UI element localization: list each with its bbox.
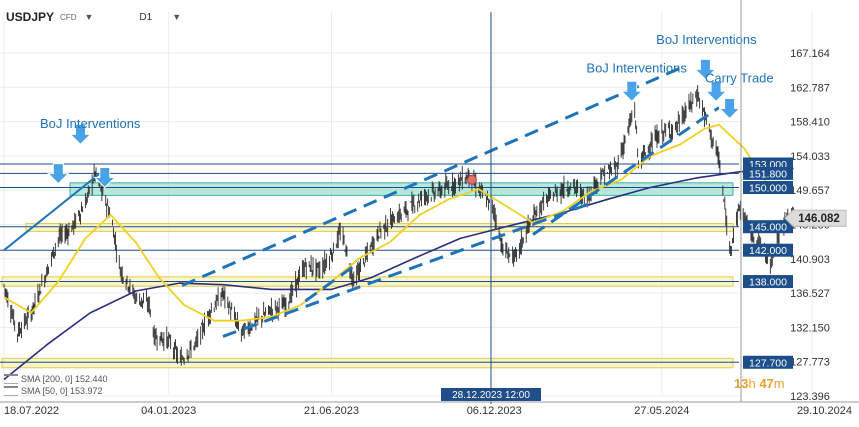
level-tag[interactable]: [743, 220, 793, 234]
event-marker[interactable]: [466, 174, 477, 185]
countdown-part: h: [748, 376, 755, 391]
down-arrow-icon: [93, 167, 117, 189]
instrument-type-label: CFD: [60, 12, 77, 22]
level-tag-label: 142.000: [749, 245, 787, 257]
down-arrow-icon: [694, 58, 717, 81]
current-price-tag: [784, 209, 847, 227]
y-tick-label: 167.164: [790, 48, 830, 60]
x-tick-label: 04.01.2023: [141, 405, 196, 417]
arrow-shape: [69, 123, 92, 146]
annotation-text: Carry Trade: [705, 70, 774, 85]
sma50-line: [3, 123, 771, 322]
level-tag[interactable]: [743, 355, 793, 369]
chart-toolbar: USDJPY CFD ▼ D1 ▼: [6, 8, 181, 26]
legend-sma50-label: SMA [50, 0] 153.972: [21, 386, 103, 396]
down-arrow-icon: [69, 123, 92, 146]
symbol-dropdown-icon[interactable]: ▼: [84, 12, 94, 22]
sma200-line: [3, 167, 794, 381]
candle-countdown: 13h 47m: [734, 376, 785, 391]
countdown-part: m: [774, 376, 785, 391]
level-tag-label: 150.000: [749, 183, 787, 195]
level-tag[interactable]: [743, 243, 793, 257]
arrow-shape: [694, 58, 717, 81]
indicator-legend: SMA [200, 0] 152.440 SMA [50, 0] 153.972: [4, 373, 108, 397]
annotation-text: BoJ Interventions: [40, 116, 141, 131]
level-tag[interactable]: [743, 166, 793, 180]
arrow-shape: [93, 167, 117, 189]
x-tick-label: 27.05.2024: [634, 405, 689, 417]
countdown-part: 13: [734, 376, 748, 391]
level-tag-label: 151.800: [749, 168, 787, 180]
timeframe-dropdown-icon[interactable]: ▼: [172, 12, 182, 22]
trend-channel-line[interactable]: [304, 260, 361, 303]
trend-channel-line[interactable]: [3, 172, 101, 251]
y-tick-label: 154.033: [790, 151, 830, 163]
down-arrow-icon: [620, 80, 644, 103]
symbol-label[interactable]: USDJPY: [6, 10, 55, 24]
down-arrow-icon: [704, 80, 728, 103]
y-tick-label: 127.773: [790, 357, 830, 369]
arrow-shape: [704, 80, 728, 103]
y-tick-label: 162.787: [790, 82, 830, 94]
level-tag[interactable]: [743, 275, 793, 289]
indicator-icon: [4, 386, 18, 396]
price-zone: [69, 182, 734, 196]
level-tag[interactable]: [743, 181, 793, 195]
price-zone: [1, 357, 734, 369]
trend-channel-line[interactable]: [181, 64, 686, 287]
annotation-text: BoJ Interventions: [656, 32, 757, 47]
level-tag-label: 138.000: [749, 277, 787, 289]
down-arrow-icon: [718, 98, 741, 120]
trend-channel-line[interactable]: [532, 106, 720, 236]
y-tick-label: 158.410: [790, 117, 830, 129]
arrow-shape: [47, 163, 70, 185]
down-arrow-icon: [47, 163, 70, 185]
y-tick-label: 123.396: [790, 391, 830, 403]
countdown-part: 47: [759, 376, 773, 391]
y-tick-label: 136.527: [790, 288, 830, 300]
candles: [3, 84, 795, 366]
y-tick-label: 132.150: [790, 322, 830, 334]
x-tick-label: 29.10.2024: [797, 405, 852, 417]
arrow-shape: [718, 98, 741, 120]
x-tick-label: 18.07.2022: [4, 405, 59, 417]
legend-sma200[interactable]: SMA [200, 0] 152.440: [4, 373, 108, 385]
legend-sma50[interactable]: SMA [50, 0] 153.972: [4, 385, 108, 397]
crosshair-date-label: 28.12.2023 12:00: [452, 390, 530, 401]
y-tick-label: 149.657: [790, 185, 830, 197]
indicator-icon: [4, 374, 18, 384]
x-tick-label: 21.06.2023: [304, 405, 359, 417]
level-tag-label: 145.000: [749, 222, 787, 234]
legend-sma200-label: SMA [200, 0] 152.440: [21, 374, 108, 384]
arrow-shape: [620, 80, 644, 103]
level-tag-label: 127.700: [749, 357, 787, 369]
y-tick-label: 140.903: [790, 254, 830, 266]
timeframe-label[interactable]: D1: [139, 11, 153, 23]
annotation-text: BoJ Interventions: [586, 60, 687, 75]
x-tick-label: 06.12.2023: [467, 405, 522, 417]
current-price-label: 146.082: [798, 213, 840, 225]
crosshair-date-tag: [441, 388, 541, 401]
